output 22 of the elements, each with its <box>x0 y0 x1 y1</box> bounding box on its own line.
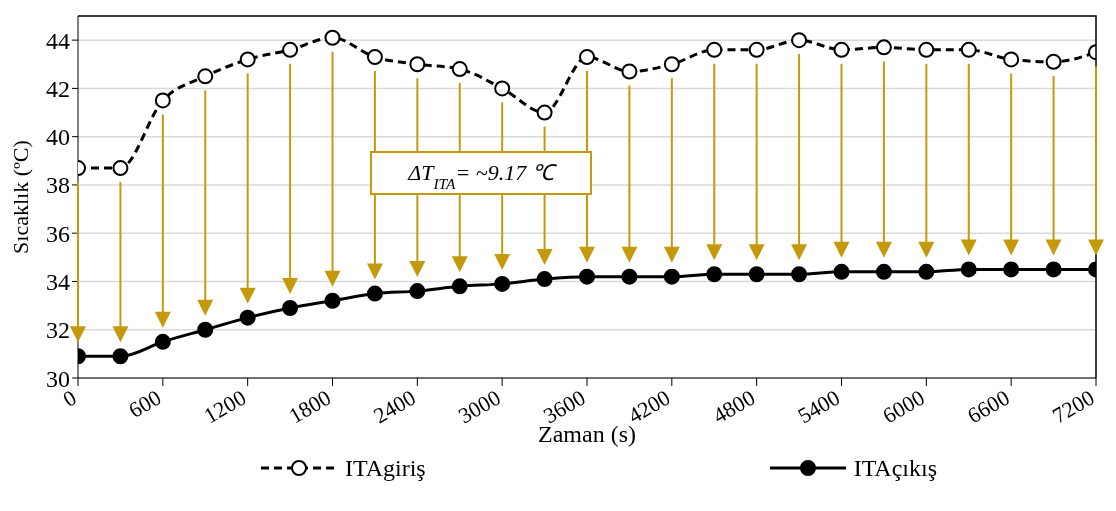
x-tick-label: 2400 <box>369 384 420 429</box>
x-tick-label: 6000 <box>878 384 929 429</box>
x-tick-label: 3000 <box>454 384 505 429</box>
x-tick-label: 4800 <box>708 384 760 429</box>
y-tick-label: 44 <box>46 27 70 54</box>
x-tick-label: 7200 <box>1047 384 1099 429</box>
y-tick-label: 38 <box>46 172 70 199</box>
x-tick-label: 6600 <box>963 384 1014 429</box>
y-tick-label: 40 <box>46 124 70 151</box>
x-tick-label: 1800 <box>284 384 335 429</box>
legend-label: ITAgiriş <box>344 454 426 482</box>
annotation: ΔT$_{ITA}$= ~9.17 ℃ <box>407 160 558 192</box>
x-tick-label: 1200 <box>199 384 251 429</box>
y-axis-title: Sıcaklık (ºC) <box>8 140 33 254</box>
y-tick-label: 34 <box>46 268 70 295</box>
y-tick-label: 42 <box>46 75 70 102</box>
y-tick-label: 32 <box>46 317 70 344</box>
y-tick-label: 36 <box>46 220 70 247</box>
x-tick-label: 600 <box>124 384 166 423</box>
x-tick-label: 5400 <box>793 384 844 429</box>
y-tick-label: 30 <box>46 365 70 392</box>
legend-label: ITAçıkış <box>853 454 938 482</box>
